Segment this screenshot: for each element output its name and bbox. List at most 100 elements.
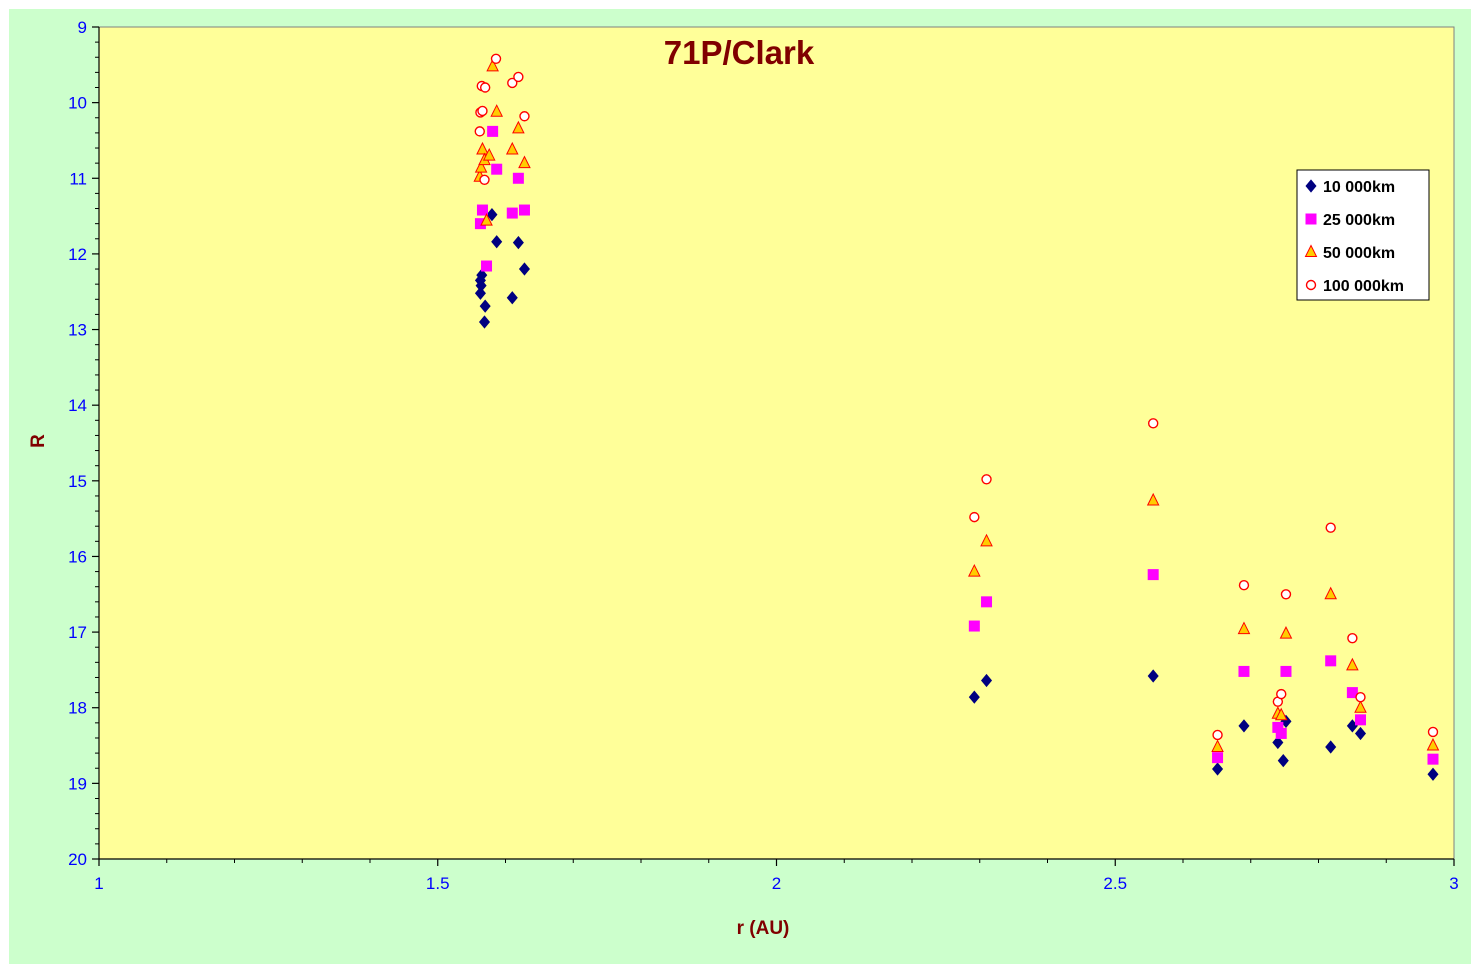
data-point-square bbox=[481, 260, 493, 272]
y-tick-label: 9 bbox=[78, 18, 87, 37]
y-tick-label: 18 bbox=[68, 699, 87, 718]
y-tick-label: 17 bbox=[68, 623, 87, 642]
data-point-triangle bbox=[1354, 700, 1367, 713]
data-point-square bbox=[1272, 721, 1284, 733]
data-point-square bbox=[1238, 665, 1250, 677]
legend-marker-circle bbox=[1305, 279, 1317, 291]
y-axis-ticks: 9 10 11 12 13 14 15 16 17 18 19 20 bbox=[68, 18, 99, 869]
data-point-diamond bbox=[1238, 719, 1250, 733]
data-point-square bbox=[512, 172, 524, 184]
data-point-triangle bbox=[486, 58, 499, 72]
data-point-triangle bbox=[482, 147, 496, 161]
legend-label: 25 000km bbox=[1323, 212, 1395, 229]
series-4 bbox=[474, 53, 1439, 741]
data-point-triangle bbox=[1211, 739, 1224, 753]
data-point-square bbox=[1346, 687, 1358, 699]
data-point-square bbox=[518, 204, 530, 216]
data-point-diamond bbox=[506, 291, 518, 305]
data-point-triangle bbox=[1274, 707, 1288, 721]
data-point-diamond bbox=[1354, 726, 1367, 741]
data-point-triangle bbox=[476, 141, 489, 155]
y-tick-label: 12 bbox=[68, 245, 87, 264]
data-point-circle bbox=[513, 71, 524, 83]
data-point-circle bbox=[519, 111, 530, 122]
data-point-circle bbox=[1212, 729, 1223, 741]
chart-title: 71P/Clark bbox=[664, 34, 815, 71]
legend-marker-triangle bbox=[1304, 244, 1318, 257]
data-point-diamond bbox=[512, 235, 524, 250]
data-point-triangle bbox=[1279, 625, 1293, 639]
legend-box bbox=[1296, 169, 1430, 301]
data-points bbox=[473, 53, 1440, 781]
data-point-circle bbox=[477, 105, 488, 117]
data-point-square bbox=[487, 125, 499, 137]
data-point-square bbox=[476, 204, 488, 216]
data-point-square bbox=[1427, 753, 1439, 765]
data-point-diamond bbox=[1427, 767, 1439, 781]
x-axis-ticks: 1 1.5 2 2.5 3 bbox=[94, 859, 1459, 893]
data-point-square bbox=[1280, 665, 1292, 677]
data-point-diamond bbox=[968, 690, 980, 704]
data-point-diamond bbox=[1277, 754, 1289, 768]
data-point-circle bbox=[1147, 418, 1159, 429]
legend-marker-diamond bbox=[1305, 179, 1317, 193]
data-point-circle bbox=[479, 82, 491, 93]
scatter-chart: 9 10 11 12 13 14 15 16 17 18 19 20 1 1.5 2 2.5 3 71P/Cl… bbox=[28, 18, 1459, 939]
data-point-square bbox=[1275, 727, 1287, 739]
data-point-square bbox=[981, 596, 993, 608]
data-point-diamond bbox=[981, 673, 993, 688]
data-point-circle bbox=[507, 77, 518, 89]
data-point-diamond bbox=[1212, 762, 1224, 776]
data-point-circle bbox=[490, 53, 502, 64]
x-axis-title: r (AU) bbox=[737, 918, 790, 939]
data-point-circle bbox=[1355, 691, 1366, 703]
data-point-square bbox=[1147, 569, 1159, 581]
data-point-circle bbox=[981, 474, 992, 485]
y-tick-label: 15 bbox=[68, 472, 87, 491]
x-tick-label: 1.5 bbox=[426, 874, 450, 893]
legend-marker-square bbox=[1305, 213, 1317, 225]
y-tick-label: 13 bbox=[68, 321, 87, 340]
data-point-square bbox=[506, 207, 518, 219]
series-2 bbox=[474, 125, 1439, 765]
data-point-circle bbox=[1325, 522, 1336, 533]
data-point-diamond bbox=[486, 207, 498, 222]
data-point-square bbox=[491, 163, 503, 175]
data-point-diamond bbox=[1147, 669, 1159, 683]
data-point-square bbox=[1212, 752, 1224, 764]
y-tick-label: 14 bbox=[68, 396, 87, 415]
data-point-triangle bbox=[1324, 586, 1338, 600]
data-point-triangle bbox=[968, 563, 981, 577]
x-tick-label: 1 bbox=[94, 874, 103, 893]
data-point-diamond bbox=[474, 286, 486, 300]
legend-label: 10 000km bbox=[1323, 179, 1395, 196]
x-tick-label: 3 bbox=[1449, 874, 1458, 893]
data-point-circle bbox=[969, 511, 980, 523]
data-point-triangle bbox=[490, 104, 504, 117]
x-tick-label: 2 bbox=[772, 874, 781, 893]
data-point-circle bbox=[1280, 589, 1292, 600]
data-point-circle bbox=[479, 174, 490, 185]
data-point-diamond bbox=[491, 235, 503, 249]
data-point-square bbox=[968, 620, 980, 632]
data-point-square bbox=[1325, 655, 1337, 667]
data-point-triangle bbox=[1346, 657, 1359, 671]
data-point-circle bbox=[1276, 688, 1287, 700]
y-tick-label: 11 bbox=[69, 169, 87, 188]
data-point-diamond bbox=[1325, 740, 1337, 754]
plot-area bbox=[98, 26, 1455, 860]
data-point-circle bbox=[474, 126, 485, 137]
y-axis-title: R bbox=[28, 434, 49, 448]
data-point-circle bbox=[1347, 632, 1358, 644]
x-tick-label: 2.5 bbox=[1103, 874, 1127, 893]
legend: 10 000km 25 000km 50 000km 100 000km bbox=[1296, 169, 1430, 301]
data-point-triangle bbox=[980, 533, 993, 547]
data-point-circle bbox=[1427, 726, 1439, 738]
data-point-diamond bbox=[518, 262, 530, 276]
data-point-triangle bbox=[1426, 737, 1440, 751]
legend-label: 50 000km bbox=[1323, 245, 1395, 262]
data-point-square bbox=[474, 218, 486, 230]
y-tick-label: 20 bbox=[68, 850, 87, 869]
series-1 bbox=[474, 207, 1439, 781]
data-point-square bbox=[1355, 714, 1367, 726]
